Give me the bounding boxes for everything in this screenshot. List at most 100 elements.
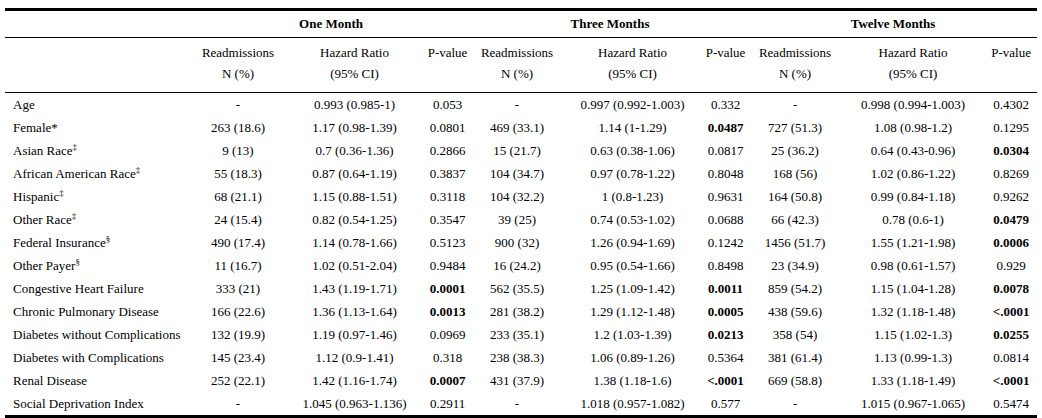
col-hazard-ratio-line2: (95% CI) — [563, 63, 702, 84]
cell-hazard-ratio: 1.15 (1.02-1.3) — [841, 323, 985, 346]
row-label-footnote-symbol: § — [75, 256, 80, 266]
table-row: Female*263 (18.6)1.17 (0.98-1.39)0.08014… — [5, 116, 1037, 139]
col-readmissions-line1: Readmissions — [749, 42, 841, 63]
cell-p-value: 0.577 — [702, 392, 749, 417]
cell-hazard-ratio: 1.29 (1.12-1.48) — [563, 300, 702, 323]
row-label: Hispanic‡ — [5, 185, 191, 208]
table-row: Social Deprivation Index-1.045 (0.963-1.… — [5, 392, 1037, 417]
cell-hazard-ratio: 0.64 (0.43-0.96) — [841, 139, 985, 162]
row-label-text: Social Deprivation Index — [13, 396, 144, 411]
cell-p-value: 0.0005 — [702, 300, 749, 323]
cell-hazard-ratio: 0.74 (0.53-1.02) — [563, 208, 702, 231]
table-row: Asian Race‡9 (13)0.7 (0.36-1.36)0.286615… — [5, 139, 1037, 162]
cell-p-value: 0.9484 — [424, 254, 471, 277]
col-p-value-twelve-months: P-value — [985, 38, 1037, 93]
cell-p-value: 0.8048 — [702, 162, 749, 185]
cell-p-value: 0.0814 — [985, 346, 1037, 369]
cell-readmissions: 24 (15.4) — [191, 208, 285, 231]
cell-hazard-ratio: 1.12 (0.9-1.41) — [285, 346, 424, 369]
cell-p-value: 0.1295 — [985, 116, 1037, 139]
cell-hazard-ratio: 1.25 (1.09-1.42) — [563, 277, 702, 300]
cell-p-value: 0.318 — [424, 346, 471, 369]
table-row: Age-0.993 (0.985-1)0.053-0.997 (0.992-1.… — [5, 93, 1037, 117]
cell-hazard-ratio: 1.32 (1.18-1.48) — [841, 300, 985, 323]
cell-readmissions: 66 (42.3) — [749, 208, 841, 231]
cell-readmissions: 25 (36.2) — [749, 139, 841, 162]
cell-p-value: 0.5123 — [424, 231, 471, 254]
cell-hazard-ratio: 1.06 (0.89-1.26) — [563, 346, 702, 369]
cell-hazard-ratio: 1.17 (0.98-1.39) — [285, 116, 424, 139]
row-label: Federal Insurance§ — [5, 231, 191, 254]
cell-readmissions: 145 (23.4) — [191, 346, 285, 369]
cell-p-value: <.0001 — [985, 369, 1037, 392]
cell-readmissions: 23 (34.9) — [749, 254, 841, 277]
cell-p-value: 0.0006 — [985, 231, 1037, 254]
cell-p-value: 0.9262 — [985, 185, 1037, 208]
cell-hazard-ratio: 0.97 (0.78-1.22) — [563, 162, 702, 185]
group-three-months: Three Months — [471, 10, 749, 38]
col-readmissions-line1: Readmissions — [191, 42, 285, 63]
row-label-text: Diabetes without Complications — [13, 327, 181, 342]
row-label: Other Payer§ — [5, 254, 191, 277]
cell-hazard-ratio: 0.98 (0.61-1.57) — [841, 254, 985, 277]
cell-p-value: 0.5474 — [985, 392, 1037, 417]
col-p-value-label: P-value — [424, 42, 471, 63]
cell-p-value: 0.332 — [702, 93, 749, 117]
cell-readmissions: 9 (13) — [191, 139, 285, 162]
cell-readmissions: 727 (51.3) — [749, 116, 841, 139]
row-label-footnote-symbol: § — [106, 233, 111, 243]
row-label-text: Asian Race — [13, 143, 73, 158]
cell-readmissions: 164 (50.8) — [749, 185, 841, 208]
table-row: Federal Insurance§490 (17.4)1.14 (0.78-1… — [5, 231, 1037, 254]
table-row: Congestive Heart Failure333 (21)1.43 (1.… — [5, 277, 1037, 300]
cell-hazard-ratio: 1.15 (0.88-1.51) — [285, 185, 424, 208]
row-label-text: Chronic Pulmonary Disease — [13, 304, 159, 319]
row-label: Age — [5, 93, 191, 117]
row-label: Chronic Pulmonary Disease — [5, 300, 191, 323]
col-p-value-three-months: P-value — [702, 38, 749, 93]
row-label: Congestive Heart Failure — [5, 277, 191, 300]
row-label: Social Deprivation Index — [5, 392, 191, 417]
col-readmissions-line2: N (%) — [749, 63, 841, 84]
cell-readmissions: 39 (25) — [471, 208, 563, 231]
cell-p-value: 0.5364 — [702, 346, 749, 369]
col-hazard-ratio-one-month: Hazard Ratio (95% CI) — [285, 38, 424, 93]
cell-readmissions: - — [471, 93, 563, 117]
cell-hazard-ratio: 1.14 (1-1.29) — [563, 116, 702, 139]
cell-p-value: 0.0255 — [985, 323, 1037, 346]
cell-p-value: 0.3118 — [424, 185, 471, 208]
col-readmissions-line1: Readmissions — [471, 42, 563, 63]
cell-p-value: 0.0213 — [702, 323, 749, 346]
col-hazard-ratio-three-months: Hazard Ratio (95% CI) — [563, 38, 702, 93]
row-label-footnote-symbol: ‡ — [72, 210, 77, 220]
cell-hazard-ratio: 1.43 (1.19-1.71) — [285, 277, 424, 300]
cell-p-value: 0.9631 — [702, 185, 749, 208]
cell-hazard-ratio: 1.018 (0.957-1.082) — [563, 392, 702, 417]
cell-readmissions: 11 (16.7) — [191, 254, 285, 277]
cell-p-value: 0.8269 — [985, 162, 1037, 185]
col-hazard-ratio-line2: (95% CI) — [841, 63, 985, 84]
table-row: Other Race‡24 (15.4)0.82 (0.54-1.25)0.35… — [5, 208, 1037, 231]
row-label: Other Race‡ — [5, 208, 191, 231]
group-header-row: One Month Three Months Twelve Months — [5, 10, 1037, 38]
col-readmissions-line2: N (%) — [471, 63, 563, 84]
row-label: Asian Race‡ — [5, 139, 191, 162]
row-label-text: Other Race — [13, 212, 72, 227]
cell-hazard-ratio: 1.33 (1.18-1.49) — [841, 369, 985, 392]
col-hazard-ratio-line1: Hazard Ratio — [285, 42, 424, 63]
cell-hazard-ratio: 1.42 (1.16-1.74) — [285, 369, 424, 392]
row-label-footnote-symbol: ‡ — [136, 164, 141, 174]
cell-p-value: 0.1242 — [702, 231, 749, 254]
row-label: Renal Disease — [5, 369, 191, 392]
col-hazard-ratio-line2: (95% CI) — [285, 63, 424, 84]
cell-readmissions: - — [749, 392, 841, 417]
cell-readmissions: 469 (33.1) — [471, 116, 563, 139]
cell-hazard-ratio: 1.36 (1.13-1.64) — [285, 300, 424, 323]
cell-hazard-ratio: 1.26 (0.94-1.69) — [563, 231, 702, 254]
cell-readmissions: 562 (35.5) — [471, 277, 563, 300]
group-one-month: One Month — [191, 10, 471, 38]
cell-p-value: 0.0304 — [985, 139, 1037, 162]
cell-hazard-ratio: 0.993 (0.985-1) — [285, 93, 424, 117]
group-twelve-months: Twelve Months — [749, 10, 1037, 38]
cell-readmissions: 16 (24.2) — [471, 254, 563, 277]
